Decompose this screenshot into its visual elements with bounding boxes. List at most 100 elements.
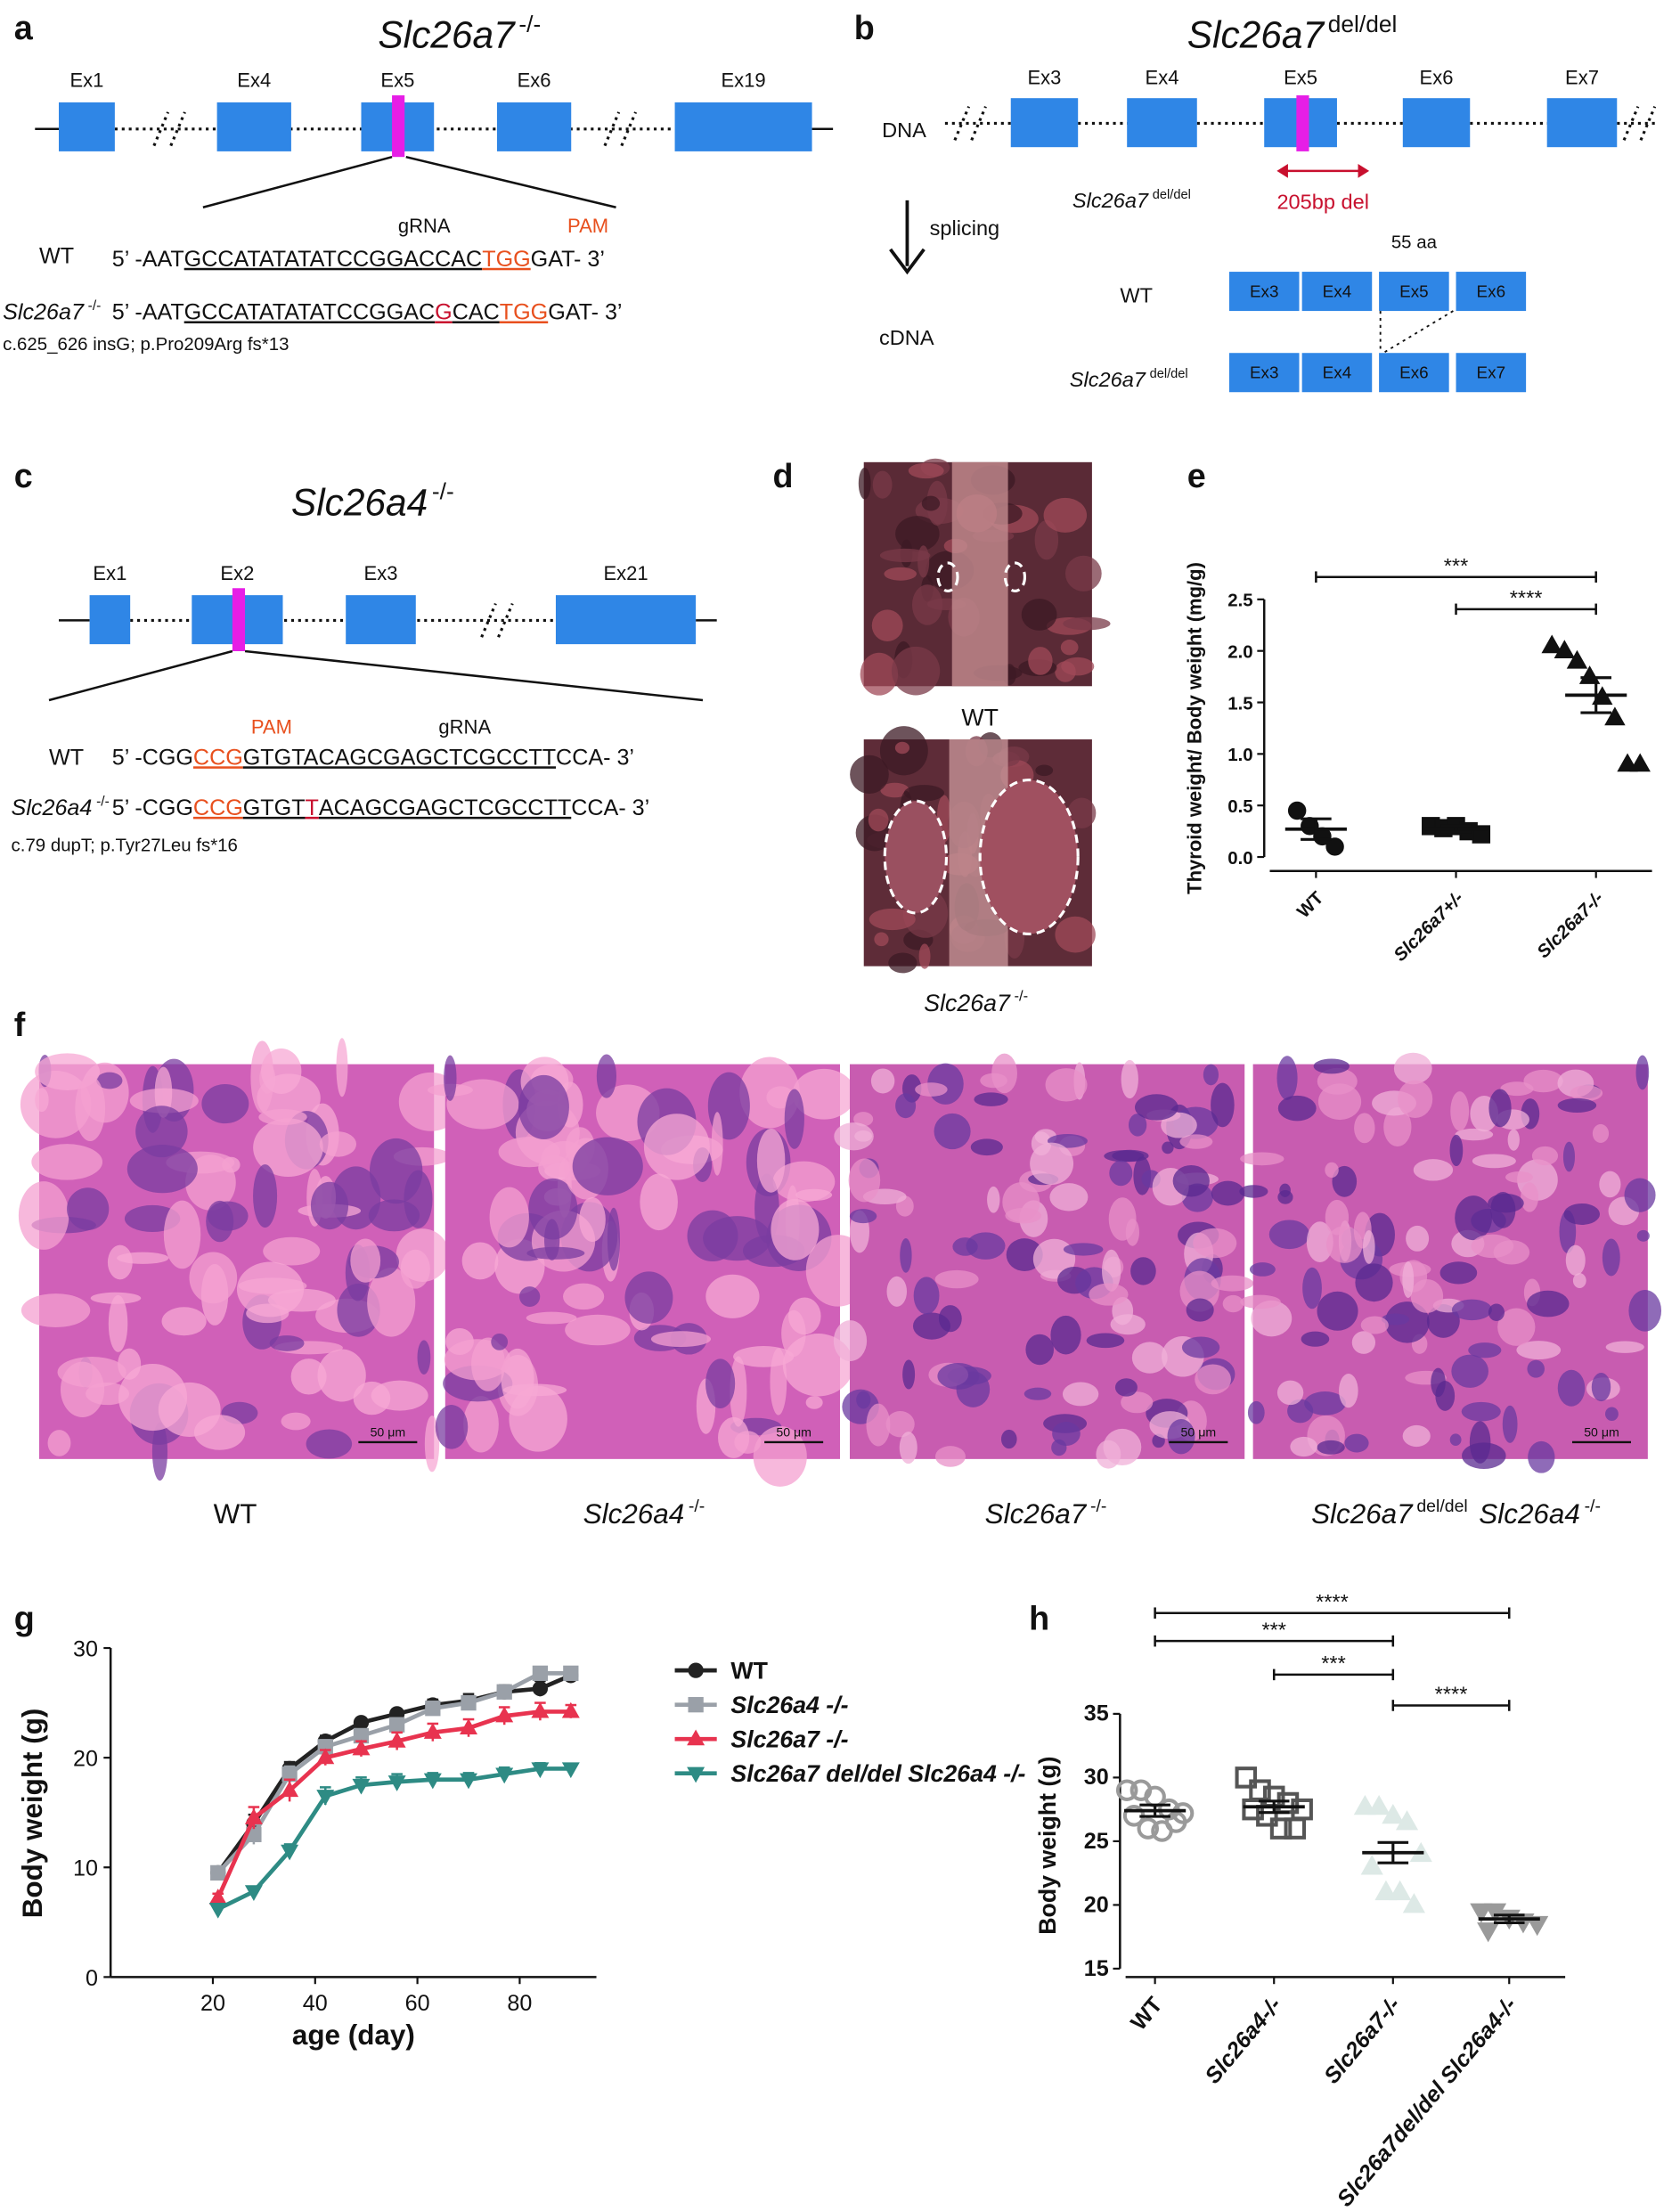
break-mark: [497, 602, 514, 638]
photo-label: Slc26a7 -/-: [924, 988, 1028, 1016]
photo-texture: [1043, 497, 1088, 533]
exon: [216, 102, 291, 151]
zoom-line: [244, 649, 704, 702]
photo-texture: [1570, 1085, 1603, 1102]
photo-texture: [317, 1349, 366, 1402]
photo-texture: [1471, 1234, 1514, 1259]
photo-texture: [1005, 1207, 1042, 1224]
photo-texture: [1461, 1401, 1501, 1422]
marker: [1360, 1855, 1383, 1875]
photo-texture: [336, 1038, 348, 1097]
photo-texture: [1500, 1081, 1534, 1097]
photo-texture: [1064, 555, 1102, 592]
photo-texture: [915, 1082, 948, 1097]
pam-label: PAM: [251, 716, 292, 738]
photo-texture: [491, 1333, 509, 1350]
text-part: Slc26a7: [1070, 368, 1146, 391]
marker: [387, 1732, 406, 1748]
cdna-exon: [1456, 353, 1527, 393]
sequence-part: TGG: [482, 247, 530, 272]
y-tick-label: 30: [1084, 1765, 1109, 1790]
marker: [1554, 640, 1576, 659]
photo-texture: [1497, 1308, 1536, 1346]
cdna-label: cDNA: [879, 326, 934, 349]
photo-texture: [705, 1358, 736, 1409]
marker: [532, 1680, 549, 1697]
panel-letter: e: [1187, 457, 1206, 494]
text-part: Slc26a7: [1311, 1498, 1414, 1530]
photo-texture: [261, 1048, 302, 1094]
photo-texture: [1211, 1082, 1235, 1128]
marker: [461, 1694, 477, 1711]
image-label: WT: [214, 1498, 257, 1530]
aa-label: 55 aa: [1391, 233, 1438, 252]
photo-texture: [640, 1173, 678, 1231]
photo-texture: [624, 1271, 673, 1324]
superscript: del/del: [1328, 11, 1398, 37]
photo-texture: [934, 1113, 971, 1150]
text-part: Slc26a4: [583, 1498, 685, 1530]
panel-letter: c: [14, 457, 33, 494]
photo-texture: [834, 1122, 874, 1151]
marker: [1115, 1779, 1138, 1801]
photo-texture: [1557, 1369, 1586, 1407]
text-part: WT: [39, 244, 74, 269]
photo-texture: [1325, 1199, 1350, 1236]
panel-letter: d: [773, 457, 794, 494]
exon-label: Ex5: [380, 69, 414, 92]
marker: [1541, 634, 1562, 654]
photo-texture: [1402, 1261, 1415, 1299]
photo-texture: [856, 1391, 871, 1409]
y-tick-label: 10: [73, 1856, 98, 1881]
photo-texture: [966, 1232, 1006, 1260]
photo-texture: [1195, 1364, 1231, 1395]
photo-texture: [1130, 1257, 1156, 1285]
scale-bar-label: 50 μm: [1584, 1425, 1619, 1440]
photo-texture: [1247, 1400, 1265, 1424]
photo-texture: [1276, 1380, 1304, 1406]
photo-texture: [1435, 1381, 1456, 1411]
y-tick-label: 2.5: [1227, 592, 1252, 611]
text-part: Slc26a4: [291, 482, 428, 524]
photo-texture: [1528, 1440, 1555, 1473]
marker: [281, 1781, 299, 1798]
marker: [495, 1706, 514, 1723]
marker: [532, 1665, 549, 1681]
photo-texture: [1103, 1428, 1142, 1466]
x-tick-label: Slc26a7+/-: [1390, 888, 1468, 966]
photo-texture: [193, 1415, 246, 1450]
photo-texture: [126, 1145, 198, 1194]
sequence-part: CCA- 3’: [556, 745, 634, 770]
photo-texture: [1507, 1129, 1520, 1151]
photo-texture: [1063, 616, 1111, 631]
exon-label: Ex6: [1477, 281, 1506, 300]
cdna-exon: [1379, 272, 1449, 312]
sequence-part: T: [306, 795, 319, 820]
photo-texture: [1052, 1421, 1081, 1446]
text-part: WT: [961, 704, 999, 730]
photo-texture: [1045, 1068, 1088, 1102]
photo-texture: [1021, 599, 1057, 631]
photo-texture: [461, 1242, 499, 1280]
photo-texture: [1304, 1391, 1346, 1416]
wt-sequence: 5’ -CGGCCGGTGTACAGCGAGCTCGCCTTCCA- 3’: [112, 745, 634, 770]
exon: [496, 102, 572, 151]
photo-texture: [1393, 1052, 1432, 1085]
superscript: -/-: [518, 11, 541, 37]
photo-texture: [1050, 1315, 1081, 1355]
significance-label: ***: [1261, 1618, 1286, 1641]
sequence-part: GCCATATATATCCGGAC: [184, 300, 435, 325]
photo-texture: [1306, 1221, 1333, 1262]
zoom-line: [48, 649, 233, 702]
superscript: -/-: [1090, 1497, 1106, 1516]
cdna-exon: [1301, 353, 1373, 393]
exon-label: Ex19: [721, 69, 765, 92]
marker: [425, 1701, 441, 1717]
photo-texture: [1035, 764, 1054, 777]
exon-label: Ex3: [1250, 281, 1279, 300]
photo-texture: [1249, 1262, 1276, 1277]
text-part: Slc26a7: [3, 300, 85, 325]
photo-texture: [1325, 1226, 1363, 1263]
photo-texture: [1279, 1183, 1291, 1197]
photo-texture: [371, 1380, 428, 1411]
